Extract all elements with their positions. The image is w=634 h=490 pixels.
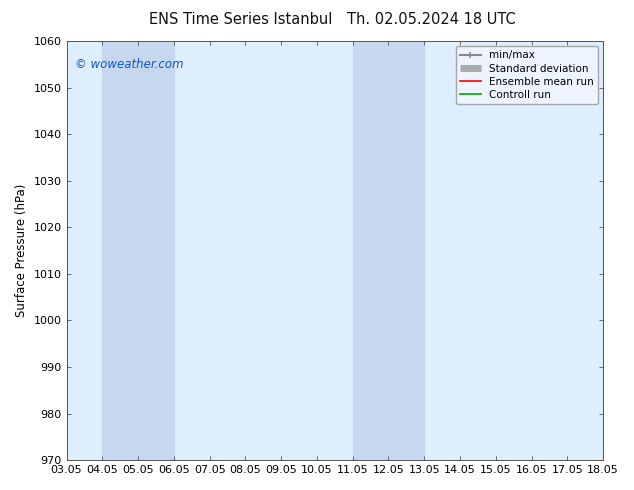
Text: ENS Time Series Istanbul: ENS Time Series Istanbul xyxy=(149,12,333,27)
Text: Th. 02.05.2024 18 UTC: Th. 02.05.2024 18 UTC xyxy=(347,12,515,27)
Bar xyxy=(353,41,424,460)
Legend: min/max, Standard deviation, Ensemble mean run, Controll run: min/max, Standard deviation, Ensemble me… xyxy=(456,46,598,104)
Bar xyxy=(102,41,174,460)
Text: © woweather.com: © woweather.com xyxy=(75,58,183,71)
Y-axis label: Surface Pressure (hPa): Surface Pressure (hPa) xyxy=(15,184,28,318)
Bar xyxy=(603,41,621,460)
